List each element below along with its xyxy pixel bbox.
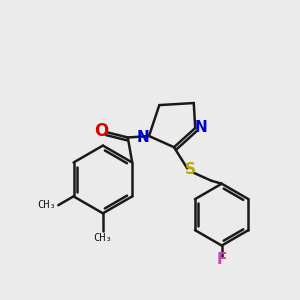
Text: N: N (195, 120, 208, 135)
Text: CH₃: CH₃ (37, 200, 56, 210)
Text: N: N (137, 130, 149, 145)
Text: S: S (185, 162, 196, 177)
Text: CH₃: CH₃ (94, 233, 112, 243)
Text: O: O (94, 122, 108, 140)
Text: F: F (217, 252, 227, 267)
